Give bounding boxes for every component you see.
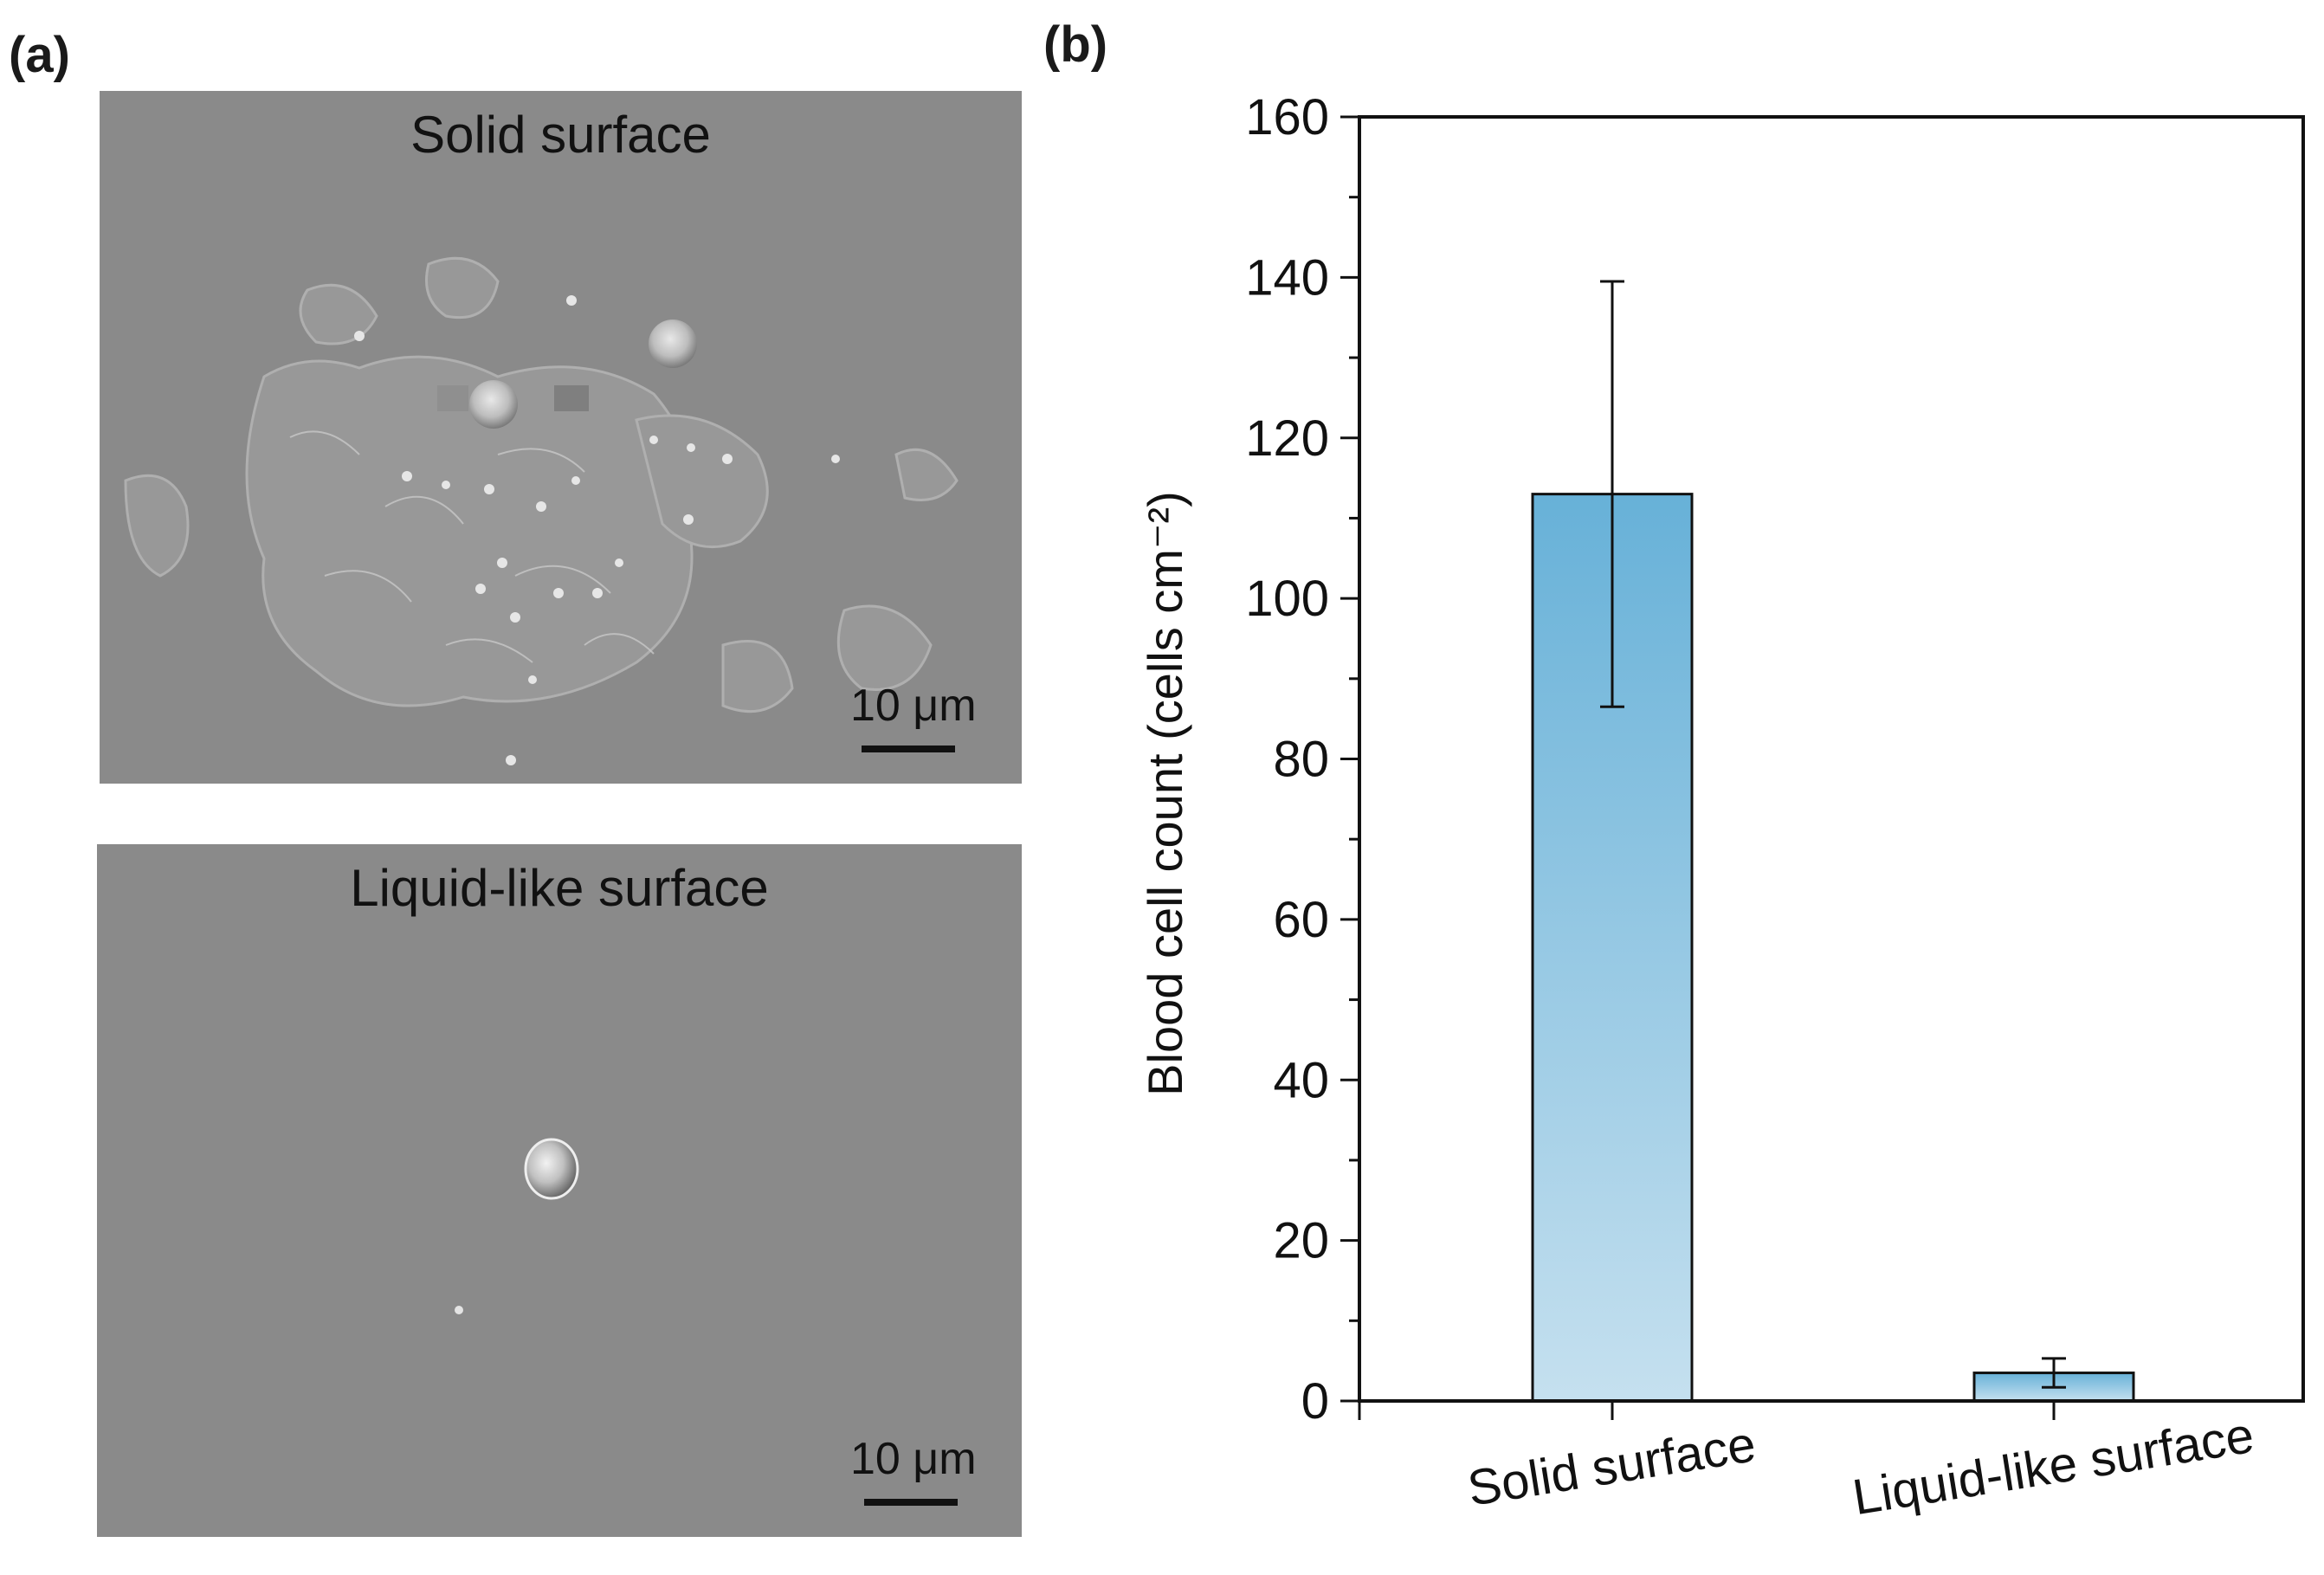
y-tick-label-4: 80 bbox=[1273, 732, 1329, 788]
y-tick-label-5: 100 bbox=[1245, 571, 1329, 627]
panel-b-label: (b) bbox=[1043, 16, 1108, 73]
y-tick-label-8: 160 bbox=[1245, 89, 1329, 145]
scale-bar-liquid bbox=[864, 1499, 958, 1506]
sem-image-liquid-like-surface: Liquid-like surface 10 μm bbox=[97, 844, 1022, 1537]
x-tick-label-0: Solid surface bbox=[1464, 1416, 1759, 1517]
y-tick-label-0: 0 bbox=[1301, 1373, 1329, 1430]
panel-a-label: (a) bbox=[9, 27, 70, 83]
scale-bar-solid bbox=[862, 746, 955, 752]
x-tick-label-1: Liquid-like surface bbox=[1849, 1407, 2257, 1526]
y-axis-label: Blood cell count (cells cm⁻²) bbox=[1138, 491, 1192, 1096]
plot-frame bbox=[1358, 115, 2305, 1403]
sem-texture-solid bbox=[124, 256, 959, 765]
sem-title-solid: Solid surface bbox=[410, 106, 711, 164]
y-tick-label-6: 120 bbox=[1245, 410, 1329, 467]
sem-texture-liquid bbox=[455, 1138, 579, 1314]
scale-bar-label-solid: 10 μm bbox=[850, 681, 977, 731]
y-tick-label-1: 20 bbox=[1273, 1213, 1329, 1269]
scale-bar-label-liquid: 10 μm bbox=[850, 1434, 977, 1484]
sem-title-liquid: Liquid-like surface bbox=[350, 859, 769, 917]
y-tick-label-3: 60 bbox=[1273, 892, 1329, 948]
y-tick-label-7: 140 bbox=[1245, 249, 1329, 306]
sem-image-solid-surface: Solid surface 10 μm bbox=[100, 91, 1022, 784]
y-tick-label-2: 40 bbox=[1273, 1052, 1329, 1108]
